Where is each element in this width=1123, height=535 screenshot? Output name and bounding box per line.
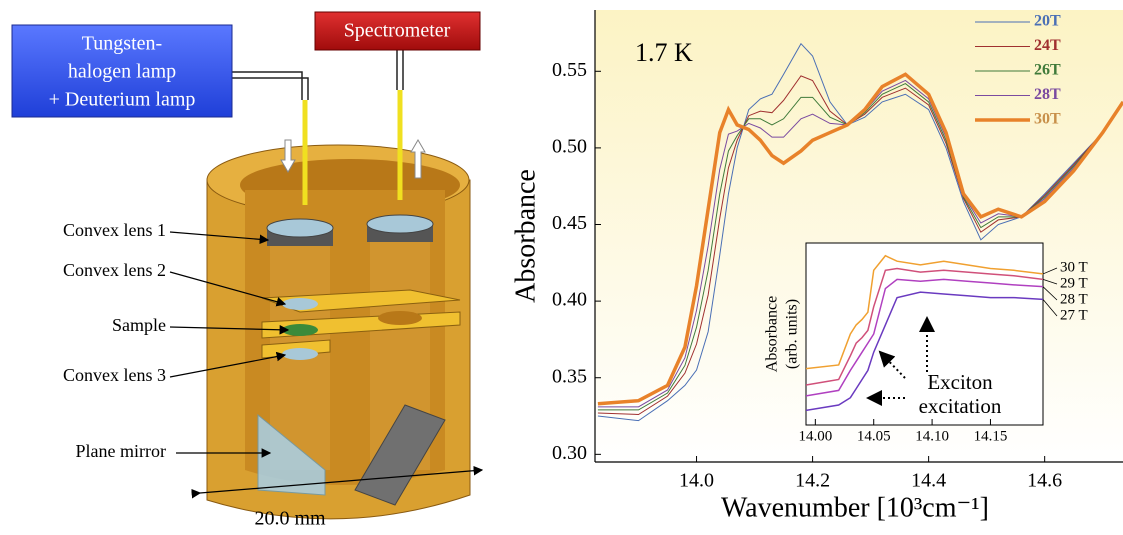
x-tick-label: 14.05 (857, 428, 891, 444)
fiber-cable (397, 50, 403, 90)
lens-3 (282, 348, 318, 360)
x-tick-label: 14.4 (911, 470, 946, 492)
series-end-label: 29 T (1060, 275, 1088, 291)
lens-2 (282, 298, 318, 310)
dimension-label: 20.0 mm (254, 508, 326, 530)
fiber-cable (232, 72, 308, 100)
annotation: excitation (919, 394, 1002, 418)
lamp-label: halogen lamp (68, 61, 176, 83)
x-axis-label: Wavenumber [10³cm⁻¹] (721, 492, 989, 523)
x-tick-label: 14.0 (679, 470, 714, 492)
x-tick-label: 14.2 (795, 470, 830, 492)
part-label: Plane mirror (76, 441, 166, 461)
y-tick-label: 0.35 (552, 365, 587, 387)
y-tick-label: 0.45 (552, 212, 587, 234)
x-tick-label: 14.6 (1027, 470, 1062, 492)
part-label: Convex lens 2 (63, 260, 166, 280)
legend-label: 26T (1034, 62, 1061, 79)
y-tick-label: 0.50 (552, 135, 587, 157)
legend-label: 24T (1034, 37, 1061, 54)
y-tick-label: 0.40 (552, 289, 587, 311)
annotation: Exciton (927, 370, 993, 394)
part-label: Convex lens 3 (63, 365, 166, 385)
part-label: Sample (112, 315, 166, 335)
apparatus-diagram: Tungsten- halogen lamp + Deuterium lamp … (12, 12, 482, 530)
series-end-label: 30 T (1060, 259, 1088, 275)
x-tick-label: 14.10 (915, 428, 949, 444)
inset-y-label: (arb. units) (784, 299, 801, 369)
y-tick-label: 0.30 (552, 442, 587, 464)
y-tick-label: 0.55 (552, 59, 587, 81)
legend-label: 20T (1034, 13, 1061, 30)
lens-top (367, 215, 433, 233)
annotation: 1.7 K (635, 38, 693, 67)
legend-label: 28T (1034, 86, 1061, 103)
y-axis-label: Absorbance (510, 169, 541, 303)
series-end-label: 27 T (1060, 307, 1088, 323)
series-end-label: 28 T (1060, 291, 1088, 307)
x-tick-label: 14.15 (974, 428, 1008, 444)
lens-1-top (267, 219, 333, 237)
x-tick-label: 14.00 (798, 428, 832, 444)
part-label: Convex lens 1 (63, 220, 166, 240)
holder-hole (378, 311, 422, 325)
lamp-label: Tungsten- (82, 33, 162, 55)
figure: Tungsten- halogen lamp + Deuterium lamp … (0, 0, 1123, 535)
spectrometer-label: Spectrometer (344, 20, 451, 42)
lamp-label: + Deuterium lamp (49, 89, 196, 111)
inset-y-label: Absorbance (764, 296, 781, 372)
page: {"diagram": { "lamp_box": ["Tungsten-", … (0, 0, 1123, 535)
legend-label: 30T (1034, 111, 1061, 128)
